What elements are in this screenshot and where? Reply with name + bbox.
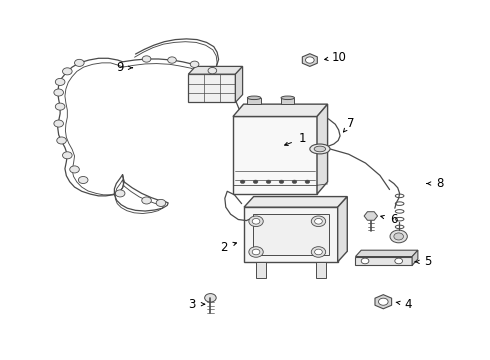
Bar bbox=[316, 262, 326, 278]
Text: 9: 9 bbox=[117, 61, 124, 74]
Circle shape bbox=[55, 78, 65, 85]
Circle shape bbox=[292, 180, 297, 184]
Circle shape bbox=[394, 233, 403, 240]
Polygon shape bbox=[364, 212, 377, 220]
Circle shape bbox=[70, 166, 79, 173]
Circle shape bbox=[395, 258, 402, 264]
Circle shape bbox=[378, 298, 388, 305]
Circle shape bbox=[142, 56, 151, 62]
Circle shape bbox=[78, 176, 88, 184]
Circle shape bbox=[390, 230, 407, 243]
Circle shape bbox=[311, 216, 326, 226]
Ellipse shape bbox=[310, 144, 330, 154]
Text: 8: 8 bbox=[436, 177, 443, 190]
Polygon shape bbox=[355, 250, 418, 257]
Text: 10: 10 bbox=[331, 51, 346, 64]
Polygon shape bbox=[235, 66, 243, 102]
Text: 4: 4 bbox=[405, 298, 412, 311]
Polygon shape bbox=[375, 294, 392, 309]
Circle shape bbox=[55, 103, 65, 110]
Bar bbox=[247, 98, 261, 104]
Polygon shape bbox=[317, 104, 328, 194]
Circle shape bbox=[315, 249, 322, 255]
Bar bbox=[355, 257, 412, 265]
Circle shape bbox=[361, 258, 369, 264]
Circle shape bbox=[205, 294, 216, 302]
Text: 6: 6 bbox=[390, 213, 397, 226]
Bar bbox=[233, 117, 317, 194]
Circle shape bbox=[249, 216, 263, 226]
Circle shape bbox=[315, 219, 322, 224]
Circle shape bbox=[208, 67, 217, 74]
Circle shape bbox=[57, 137, 66, 144]
Text: 7: 7 bbox=[347, 117, 354, 130]
Circle shape bbox=[63, 68, 72, 75]
Circle shape bbox=[63, 152, 72, 159]
Ellipse shape bbox=[281, 96, 294, 100]
Polygon shape bbox=[302, 54, 318, 66]
Ellipse shape bbox=[314, 146, 326, 152]
Polygon shape bbox=[412, 250, 418, 265]
Circle shape bbox=[279, 180, 284, 184]
Circle shape bbox=[249, 247, 263, 257]
Circle shape bbox=[115, 190, 125, 197]
Circle shape bbox=[168, 57, 176, 63]
Text: 5: 5 bbox=[424, 255, 431, 268]
Bar bbox=[256, 262, 266, 278]
Text: 2: 2 bbox=[220, 240, 227, 253]
Polygon shape bbox=[244, 197, 347, 207]
Circle shape bbox=[190, 61, 199, 67]
Polygon shape bbox=[233, 104, 328, 117]
Polygon shape bbox=[338, 197, 347, 262]
Circle shape bbox=[252, 249, 260, 255]
Circle shape bbox=[311, 247, 326, 257]
Circle shape bbox=[142, 197, 151, 204]
Bar bbox=[253, 213, 329, 256]
Bar bbox=[244, 207, 338, 262]
Text: 3: 3 bbox=[189, 298, 196, 311]
Circle shape bbox=[156, 199, 166, 207]
Circle shape bbox=[253, 180, 258, 184]
Circle shape bbox=[54, 120, 64, 127]
Circle shape bbox=[305, 180, 310, 184]
Circle shape bbox=[266, 180, 271, 184]
Polygon shape bbox=[188, 66, 243, 74]
Bar bbox=[188, 74, 235, 102]
Bar bbox=[281, 98, 294, 104]
Ellipse shape bbox=[247, 96, 261, 100]
Circle shape bbox=[252, 219, 260, 224]
Circle shape bbox=[74, 59, 84, 66]
Circle shape bbox=[305, 57, 314, 63]
Circle shape bbox=[240, 180, 245, 184]
Circle shape bbox=[54, 89, 64, 96]
Text: 1: 1 bbox=[299, 132, 306, 145]
